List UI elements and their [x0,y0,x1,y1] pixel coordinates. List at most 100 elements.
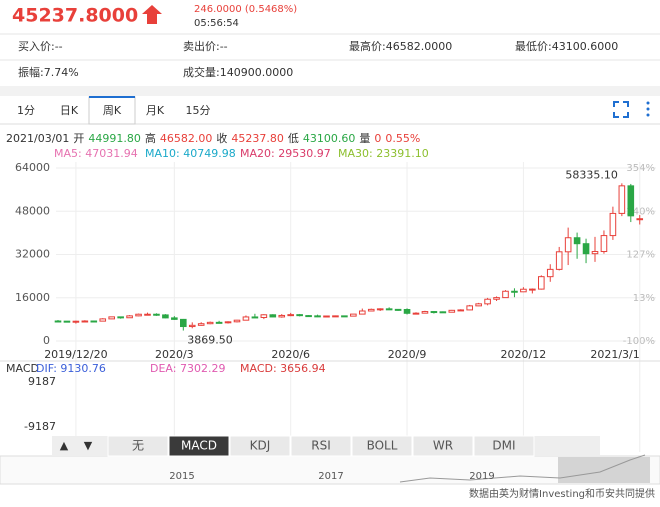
indicator-tab[interactable] [107,435,169,457]
candle-body [350,313,357,317]
info-high_label: 高 [145,131,156,145]
candle-body [144,313,151,316]
scroll-up[interactable]: ▲ [60,439,69,452]
candle-body [618,185,626,214]
pct-tick-label: 240% [626,206,655,217]
y-tick-label: 64000 [15,161,50,174]
indicator-tab-label[interactable]: WR [433,439,453,453]
x-tick-label: 2020/12 [501,348,547,361]
info-date: 2021/03/01 [6,132,69,145]
menu-icon[interactable] [646,101,650,117]
info-low_label: 低 [288,132,299,145]
macd-top: 9187 [28,375,56,388]
macd-title: MACD [6,362,39,375]
indicator-tab-label[interactable]: BOLL [367,439,398,453]
candle-body [600,235,608,253]
candle-body [394,308,402,311]
scroll-down[interactable]: ▼ [84,439,93,452]
candle-body [573,237,581,245]
candle-body [108,316,116,320]
navigator-year: 2019 [469,471,494,482]
ma-legend: MA5: 47031.94 [54,147,138,160]
candle-body [251,316,259,319]
period-tab[interactable]: 周K [103,104,122,117]
candle-body [412,312,420,315]
candle-body [90,320,98,323]
candle-body [538,276,545,290]
candle-body [278,314,286,318]
candle-body [81,320,89,323]
candle-body [314,315,321,318]
period-tab[interactable]: 月K [146,104,165,117]
info-vol_label: 量 [359,132,370,145]
change: 246.0000 (0.5468%) [194,4,297,15]
y-tick-label: 16000 [15,291,50,304]
indicator-tab[interactable] [168,435,230,457]
x-tick-label: 2020/3 [155,348,194,361]
x-tick-label: 2020/6 [271,348,310,361]
bid: 买入价:-- [18,40,63,53]
indicator-tab-label[interactable]: DMI [492,439,515,453]
indicator-tab[interactable] [229,435,291,457]
period-tab[interactable]: 日K [60,104,79,117]
macd-bottom: -9187 [24,420,56,433]
footer: 数据由英为财情Investing和币安共同提供 [469,487,655,500]
amplitude: 振幅:7.74% [18,65,79,79]
x-tick-label: 2019/12/20 [44,348,107,361]
candle-body [206,321,214,325]
spacer [0,86,660,96]
macd-legend: DIF: 9130.76 [36,362,106,375]
candle-body [242,316,250,321]
tab-active[interactable] [88,96,136,125]
info-vol: 0 [374,132,381,145]
info-high: 46582.00 [160,132,213,145]
candle-body [555,251,563,270]
y-tick-label: 32000 [15,248,50,261]
candle-body [341,315,348,318]
candle-body [305,315,312,318]
navigator[interactable] [0,455,660,485]
candle-body [546,268,554,278]
indicator-tab[interactable] [351,435,413,457]
pct-tick-label: -100% [623,336,655,347]
candle-body [99,318,107,322]
candle-body [591,251,599,255]
navigator-year: 2017 [318,471,343,482]
candle-body [153,313,160,316]
candle-body [296,314,303,317]
volume: 成交量:140900.0000 [183,65,293,79]
indicator-tab[interactable] [290,435,352,457]
candle-body [260,314,268,318]
candle-body [126,315,133,319]
indicator-tab[interactable] [473,435,535,457]
candle-body [430,311,438,314]
info-close: 45237.80 [231,132,284,145]
candle-body [180,318,187,328]
x-tick-label: 2021/3/1 [590,348,639,361]
indicator-tab-label[interactable]: KDJ [250,439,271,453]
indicator-tab-label[interactable]: 无 [132,439,144,453]
macd-legend: DEA: 7302.29 [150,362,225,375]
pct-tick-label: 13% [633,293,655,304]
navigator-year: 2015 [169,471,194,482]
info-open: 44991.80 [88,132,141,145]
max-annotation: 58335.10 [565,168,618,181]
candle-body [135,313,142,317]
period-tab[interactable]: 1分 [17,104,35,117]
candle-body [403,309,411,314]
low: 最低价:43100.6000 [515,40,618,53]
pct-tick-label: 127% [626,250,655,261]
candle-body [627,185,635,217]
candle-body [376,308,384,311]
fullscreen-icon[interactable] [613,101,629,118]
candle-body [484,298,491,305]
indicator-tab[interactable] [412,435,474,457]
period-tab[interactable]: 15分 [186,104,211,117]
candle-body [529,288,536,291]
indicator-tab-label[interactable]: RSI [311,439,331,453]
info-close_label: 收 [216,131,227,145]
candle-body [287,314,294,317]
candle-body [359,310,366,315]
indicator-tab-label[interactable]: MACD [181,439,217,453]
